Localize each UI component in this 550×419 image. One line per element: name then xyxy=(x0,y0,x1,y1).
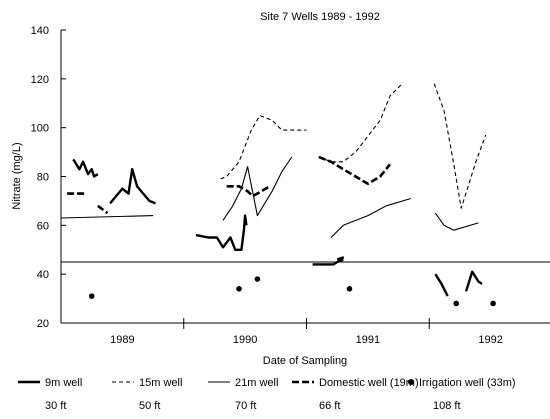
legend-depth-label: 108 ft xyxy=(433,400,461,412)
legend-depth-label: 30 ft xyxy=(45,400,66,412)
legend-label: Domestic well (19m) xyxy=(319,377,419,389)
series-line xyxy=(97,204,109,215)
data-point xyxy=(88,293,95,299)
data-point xyxy=(453,300,460,307)
x-tick-label: 1989 xyxy=(110,334,134,346)
series-line xyxy=(195,214,248,252)
series-layer xyxy=(60,83,496,307)
legend-item: Irrigation well (33m) 108 ft xyxy=(408,377,516,412)
legend: 9m well 30 ft 15m well 50 ft 21m well 70 ft Do… xyxy=(18,377,516,412)
y-tick-label: 20 xyxy=(37,318,49,330)
series-line xyxy=(72,158,99,178)
series-21m-well xyxy=(60,156,479,238)
legend-item: 15m well 50 ft xyxy=(112,377,182,412)
series-line xyxy=(336,255,346,261)
legend-depth-label: 66 ft xyxy=(319,400,340,412)
series-line xyxy=(330,197,411,238)
series-line xyxy=(434,273,449,297)
legend-swatch xyxy=(408,379,414,385)
legend-item: 9m well 30 ft xyxy=(18,377,82,412)
x-tick-label: 1992 xyxy=(478,334,502,346)
legend-label: 9m well xyxy=(45,377,82,389)
y-tick-label: 140 xyxy=(31,25,49,37)
y-tick-label: 120 xyxy=(31,74,49,86)
series-line xyxy=(464,270,483,292)
x-tick-label: 1990 xyxy=(233,334,257,346)
x-tick-label: 1991 xyxy=(356,334,380,346)
series-line xyxy=(222,156,293,221)
series-line xyxy=(318,155,392,186)
x-axis-label: Date of Sampling xyxy=(263,355,347,367)
series-domestic-well-19m xyxy=(67,155,392,261)
chart-title: Site 7 Wells 1989 - 1992 xyxy=(260,11,380,23)
series-line xyxy=(226,185,271,198)
y-tick-label: 60 xyxy=(37,220,49,232)
series-9m-well xyxy=(72,158,483,297)
legend-label: 15m well xyxy=(139,377,182,389)
legend-item: Domestic well (19m) 66 ft xyxy=(292,377,419,412)
series-line xyxy=(220,114,307,180)
series-line xyxy=(433,83,487,209)
series-irrigation-well-33m xyxy=(88,276,496,307)
data-point xyxy=(236,286,242,292)
series-line xyxy=(434,212,479,231)
series-line xyxy=(109,167,156,205)
series-line xyxy=(60,215,154,219)
legend-item: 21m well 70 ft xyxy=(208,377,278,412)
series-15m-well xyxy=(220,83,487,209)
legend-depth-label: 50 ft xyxy=(139,400,160,412)
legend-label: 21m well xyxy=(235,377,278,389)
y-tick-label: 80 xyxy=(37,172,49,184)
y-tick-label: 40 xyxy=(37,269,49,281)
y-tick-label: 100 xyxy=(31,123,49,135)
legend-label: Irrigation well (33m) xyxy=(419,377,516,389)
y-axis-label: Nitrate (mg/L) xyxy=(11,142,23,209)
series-line xyxy=(312,258,344,266)
data-point xyxy=(254,276,261,282)
legend-depth-label: 70 ft xyxy=(235,400,256,412)
series-line xyxy=(318,83,403,163)
data-point xyxy=(490,300,496,307)
axes: 20 40 60 80 100 120 140 1989 1990 1991 1992 xyxy=(31,25,550,346)
data-point xyxy=(346,286,353,292)
